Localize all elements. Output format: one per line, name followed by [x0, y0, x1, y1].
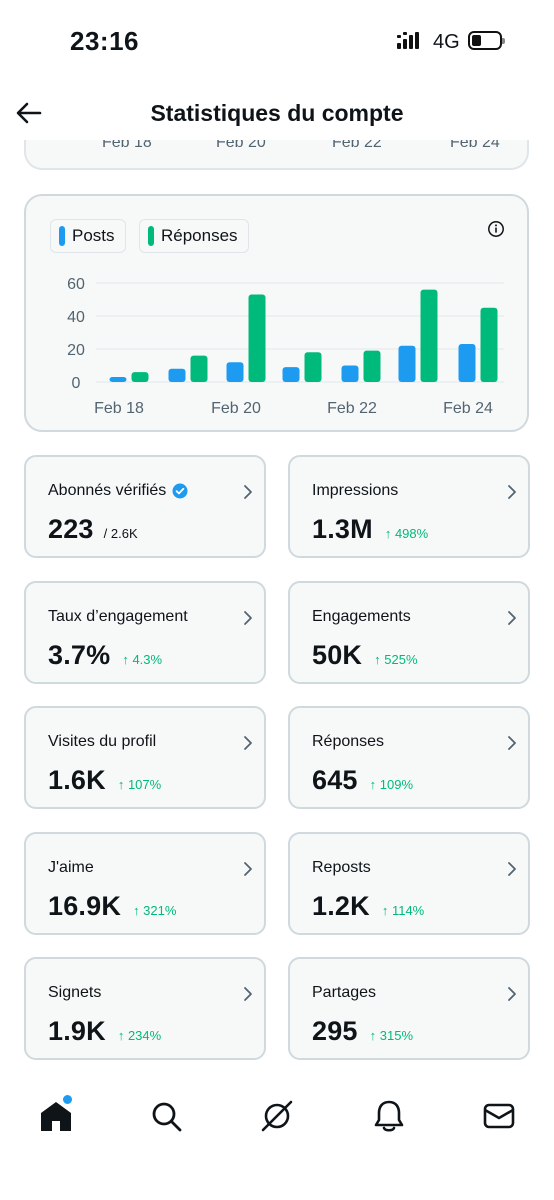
- stat-change: ↑ 315%: [369, 1028, 414, 1043]
- stat-change: ↑ 107%: [117, 777, 162, 792]
- stat-value: 1.2K ↑ 114%: [312, 891, 425, 921]
- stat-card[interactable]: Impressions 1.3M ↑ 498%: [288, 455, 530, 558]
- stat-label: Abonnés vérifiés: [48, 482, 188, 500]
- stat-value: 1.3M ↑ 498%: [312, 514, 429, 544]
- chevron-right-icon: [508, 862, 516, 876]
- legend-posts-label: Posts: [72, 226, 115, 245]
- stat-value: 645 ↑ 109%: [312, 765, 414, 795]
- chevron-right-icon: [244, 736, 252, 750]
- posts-bar: [109, 377, 127, 382]
- legend-posts-toggle[interactable]: Posts: [50, 219, 126, 253]
- stat-change: ↑ 114%: [381, 903, 425, 918]
- posts-bar: [341, 365, 359, 382]
- messages-icon[interactable]: [481, 1098, 517, 1134]
- stat-card[interactable]: Réponses 645 ↑ 109%: [288, 706, 530, 809]
- chevron-right-icon: [244, 987, 252, 1001]
- posts-bar: [226, 362, 244, 382]
- chevron-right-icon: [244, 862, 252, 876]
- battery-icon: [468, 31, 505, 50]
- stat-total: / 2.6K: [103, 526, 138, 541]
- x-tick-label: Feb 18: [94, 400, 144, 417]
- grok-icon[interactable]: [259, 1098, 295, 1134]
- stat-change: ↑ 4.3%: [122, 652, 163, 667]
- legend-replies-toggle[interactable]: Réponses: [139, 219, 249, 253]
- stat-label: Signets: [48, 984, 102, 1001]
- info-icon[interactable]: [487, 220, 505, 238]
- stat-label: Visites du profil: [48, 733, 157, 750]
- y-tick-label: 40: [67, 309, 85, 326]
- stat-label: Partages: [312, 984, 377, 1001]
- chart-card: Posts Réponses 0 20 40 60 Feb 18 Feb 20 Feb 22…: [24, 194, 529, 432]
- notification-dot: [61, 1093, 74, 1106]
- stat-label: Reposts: [312, 859, 371, 876]
- back-arrow-icon[interactable]: [14, 98, 44, 128]
- stat-card[interactable]: Reposts 1.2K ↑ 114%: [288, 832, 530, 935]
- stat-card[interactable]: Visites du profil 1.6K ↑ 107%: [24, 706, 266, 809]
- chevron-right-icon: [508, 736, 516, 750]
- stat-card[interactable]: Taux d’engagement 3.7% ↑ 4.3%: [24, 581, 266, 684]
- stat-label: Impressions: [312, 482, 399, 499]
- status-time: 23:16: [70, 26, 139, 56]
- stat-label: Engagements: [312, 608, 411, 625]
- posts-swatch: [59, 226, 65, 246]
- signal-icon: [397, 32, 419, 49]
- stat-card[interactable]: Partages 295 ↑ 315%: [288, 957, 530, 1060]
- stat-change: ↑ 498%: [384, 526, 429, 541]
- stat-card[interactable]: Abonnés vérifiés 223/ 2.6K: [24, 455, 266, 558]
- posts-bar: [398, 345, 416, 382]
- stat-change: ↑ 234%: [117, 1028, 162, 1043]
- posts-bar: [282, 367, 300, 382]
- y-tick-label: 0: [72, 375, 81, 392]
- stat-value: 1.9K ↑ 234%: [48, 1016, 162, 1046]
- chevron-right-icon: [508, 987, 516, 1001]
- stat-card[interactable]: Engagements 50K ↑ 525%: [288, 581, 530, 684]
- replies-swatch: [148, 226, 154, 246]
- replies-bar: [480, 307, 498, 382]
- chevron-right-icon: [244, 611, 252, 625]
- search-icon[interactable]: [148, 1098, 184, 1134]
- network-type: 4G: [433, 31, 460, 53]
- stat-value: 1.6K ↑ 107%: [48, 765, 162, 795]
- chevron-right-icon: [244, 485, 252, 499]
- verified-badge-icon: [172, 483, 188, 499]
- replies-bar: [248, 294, 266, 382]
- x-tick-label: Feb 22: [327, 400, 377, 417]
- stat-value: 223/ 2.6K: [48, 514, 138, 544]
- legend-replies-label: Réponses: [161, 226, 238, 245]
- replies-bar: [131, 372, 149, 382]
- stat-label: J'aime: [48, 859, 94, 876]
- stat-card[interactable]: Signets 1.9K ↑ 234%: [24, 957, 266, 1060]
- stat-label: Taux d’engagement: [48, 608, 188, 625]
- bar-chart: 0 20 40 60 Feb 18 Feb 20 Feb 22 Feb 24: [67, 276, 504, 417]
- replies-bar: [363, 350, 381, 382]
- stat-value: 295 ↑ 315%: [312, 1016, 414, 1046]
- stat-card[interactable]: J'aime 16.9K ↑ 321%: [24, 832, 266, 935]
- chevron-right-icon: [508, 485, 516, 499]
- home-icon[interactable]: [38, 1098, 74, 1134]
- stat-change: ↑ 525%: [374, 652, 418, 667]
- header-bar: [0, 0, 554, 140]
- chevron-right-icon: [508, 611, 516, 625]
- stat-value: 3.7% ↑ 4.3%: [48, 640, 163, 670]
- replies-bar: [190, 355, 208, 382]
- x-tick-label: Feb 24: [443, 400, 493, 417]
- y-tick-label: 20: [67, 342, 85, 359]
- stat-value: 16.9K ↑ 321%: [48, 891, 177, 921]
- replies-bar: [420, 289, 438, 382]
- replies-bar: [304, 352, 322, 382]
- x-tick-label: Feb 20: [211, 400, 261, 417]
- page-title: Statistiques du compte: [150, 100, 404, 126]
- posts-bar: [458, 344, 476, 382]
- stat-change: ↑ 321%: [133, 903, 177, 918]
- posts-bar: [168, 368, 186, 382]
- y-tick-label: 60: [67, 276, 85, 293]
- notifications-icon[interactable]: [371, 1098, 407, 1134]
- stat-value: 50K ↑ 525%: [312, 640, 418, 670]
- stat-change: ↑ 109%: [369, 777, 414, 792]
- stat-label: Réponses: [312, 733, 385, 750]
